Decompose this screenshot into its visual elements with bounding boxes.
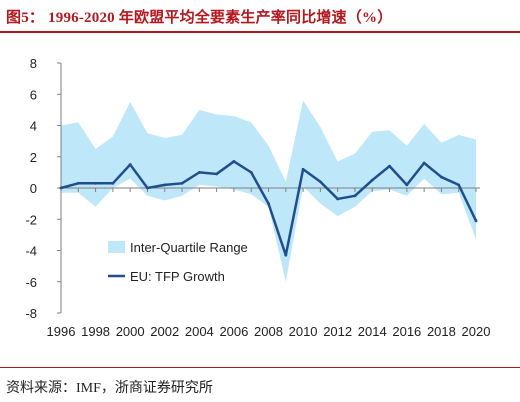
data-point xyxy=(301,167,305,171)
data-point xyxy=(59,186,63,190)
x-tick-label: 2010 xyxy=(289,324,318,339)
legend-band-swatch xyxy=(108,241,125,253)
legend: Inter-Quartile Range EU: TFP Growth xyxy=(108,240,248,284)
figure-title: 图5： 1996-2020 年欧盟平均全要素生产率同比增速（%） xyxy=(6,10,393,26)
x-tick-label: 2014 xyxy=(358,324,387,339)
x-tick-label: 2004 xyxy=(185,324,214,339)
y-tick-label: 2 xyxy=(30,150,37,165)
data-point xyxy=(457,183,461,187)
data-point xyxy=(163,183,167,187)
data-point xyxy=(405,183,409,187)
data-point xyxy=(94,181,97,185)
data-point xyxy=(440,175,443,179)
data-point xyxy=(422,161,426,165)
data-point xyxy=(353,194,357,198)
x-tick-label: 1996 xyxy=(47,324,76,339)
y-tick-label: -6 xyxy=(25,275,37,290)
y-tick-label: 4 xyxy=(30,119,37,134)
y-tick-label: 8 xyxy=(30,56,37,71)
data-point xyxy=(146,186,149,190)
y-tick-label: -4 xyxy=(25,244,37,259)
y-tick-label: 6 xyxy=(30,87,37,102)
x-tick-label: 2020 xyxy=(462,324,491,339)
data-point xyxy=(318,180,322,184)
legend-line-label: EU: TFP Growth xyxy=(130,269,225,284)
source-note: 资料来源：IMF，浙商证券研究所 xyxy=(6,381,213,396)
series-layer xyxy=(59,160,478,257)
data-point xyxy=(76,181,80,185)
legend-band-label: Inter-Quartile Range xyxy=(130,240,248,255)
x-tick-label: 2006 xyxy=(219,324,248,339)
data-point xyxy=(128,163,132,166)
data-point xyxy=(474,219,478,223)
source-rule xyxy=(0,367,520,368)
data-point xyxy=(336,197,340,201)
data-point xyxy=(111,181,115,185)
y-tick-label: -8 xyxy=(25,306,37,321)
x-tick-label: 2012 xyxy=(323,324,352,339)
y-tick-label: -2 xyxy=(25,212,37,227)
data-point xyxy=(267,202,270,206)
x-tick-label: 2018 xyxy=(427,324,456,339)
data-point xyxy=(370,178,374,182)
x-tick-label: 2016 xyxy=(392,324,421,339)
data-point xyxy=(197,170,201,174)
x-tick-label: 2000 xyxy=(116,324,145,339)
x-tick-label: 2002 xyxy=(150,324,179,339)
title-rule xyxy=(0,31,520,33)
data-point xyxy=(215,172,219,176)
x-tick-label: 1998 xyxy=(81,324,110,339)
data-point xyxy=(388,164,391,168)
data-point xyxy=(249,170,253,174)
y-tick-label: 0 xyxy=(30,181,37,196)
x-tick-label: 2008 xyxy=(254,324,283,339)
axes: -8 -6 -4 -2 0 2 4 6 8 1996 1998 2000 2002 2004 2006 200… xyxy=(25,56,490,339)
data-point xyxy=(284,253,288,257)
data-point xyxy=(232,160,236,163)
data-point xyxy=(180,181,184,185)
